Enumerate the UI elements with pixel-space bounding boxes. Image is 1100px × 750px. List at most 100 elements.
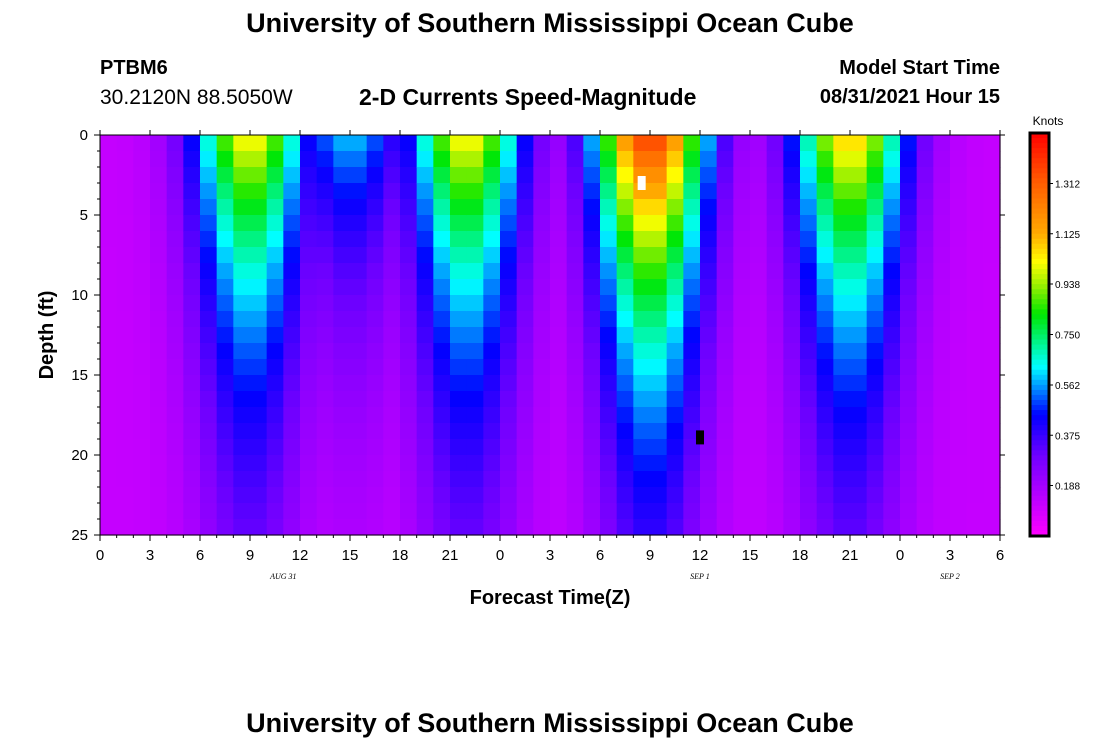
heat-cell — [600, 135, 618, 152]
heat-cell — [600, 167, 618, 184]
heat-cell — [916, 407, 934, 424]
heat-cell — [650, 215, 668, 232]
heat-cell — [316, 151, 334, 168]
heat-cell — [150, 343, 168, 360]
heat-cell — [700, 471, 718, 488]
heat-cell — [933, 279, 951, 296]
heat-cell — [333, 391, 351, 408]
heat-cell — [150, 135, 168, 152]
heat-cell — [450, 407, 468, 424]
heat-cell — [783, 311, 801, 328]
heat-cell — [233, 471, 251, 488]
heat-cell — [633, 167, 651, 184]
colorbar-segment — [1030, 183, 1049, 190]
heat-cell — [150, 279, 168, 296]
heat-cell — [766, 407, 784, 424]
heat-cell — [200, 519, 218, 536]
heat-cell — [650, 471, 668, 488]
heat-cell — [450, 487, 468, 504]
heat-cell — [333, 423, 351, 440]
heat-cell — [233, 439, 251, 456]
heat-cell — [150, 407, 168, 424]
heat-cell — [483, 487, 501, 504]
heat-cell — [883, 135, 901, 152]
x-tick-label: 6 — [196, 547, 204, 564]
colorbar-segment — [1030, 279, 1049, 285]
heat-cell — [900, 183, 918, 200]
heat-cell — [166, 135, 184, 152]
heat-cell — [233, 183, 251, 200]
heat-cell — [416, 215, 434, 232]
heat-cell — [750, 295, 768, 312]
colorbar-segment — [1030, 475, 1049, 482]
heat-cell — [950, 215, 968, 232]
heat-cell — [900, 423, 918, 440]
heat-cell — [833, 327, 851, 344]
heat-cell — [666, 151, 684, 168]
heat-cell — [816, 215, 834, 232]
heat-cell — [733, 183, 751, 200]
heat-cell — [650, 151, 668, 168]
heat-cell — [516, 359, 534, 376]
heat-cell — [750, 247, 768, 264]
heat-cell — [250, 471, 268, 488]
heat-cell — [233, 247, 251, 264]
heat-cell — [550, 503, 568, 520]
heat-cell — [466, 519, 484, 536]
heat-cell — [733, 231, 751, 248]
heat-cell — [183, 487, 201, 504]
heat-cell — [633, 135, 651, 152]
colorbar-segment — [1030, 485, 1049, 492]
heat-cell — [383, 199, 401, 216]
heat-cell — [466, 199, 484, 216]
x-tick-label: 3 — [546, 547, 554, 564]
heat-cell — [783, 455, 801, 472]
heat-cell — [283, 503, 301, 520]
heat-cell — [350, 407, 368, 424]
heat-cell — [550, 199, 568, 216]
heat-cell — [616, 199, 634, 216]
heat-cell — [566, 343, 584, 360]
heat-cell — [466, 151, 484, 168]
heat-cell — [850, 231, 868, 248]
heat-cell — [883, 183, 901, 200]
heat-cell — [583, 503, 601, 520]
heat-cell — [800, 295, 818, 312]
heat-cell — [666, 423, 684, 440]
heat-cell — [266, 327, 284, 344]
heat-cell — [766, 455, 784, 472]
heat-cell — [333, 263, 351, 280]
heat-cell — [666, 439, 684, 456]
heat-cell — [366, 407, 384, 424]
heat-cell — [300, 327, 318, 344]
heat-cell — [483, 279, 501, 296]
heat-cell — [666, 231, 684, 248]
heat-cell — [733, 407, 751, 424]
heat-cell — [533, 247, 551, 264]
heat-cell — [133, 263, 151, 280]
heat-cell — [883, 519, 901, 536]
heat-cell — [600, 407, 618, 424]
heat-cell — [933, 135, 951, 152]
heat-cell — [750, 327, 768, 344]
heat-cell — [166, 199, 184, 216]
heat-cell — [416, 439, 434, 456]
heat-cell — [233, 311, 251, 328]
heat-cell — [366, 343, 384, 360]
heat-cell — [966, 327, 984, 344]
heat-cell — [633, 487, 651, 504]
heat-cell — [683, 487, 701, 504]
heat-cell — [183, 375, 201, 392]
heat-cell — [116, 231, 134, 248]
heat-cell — [266, 519, 284, 536]
heat-cell — [966, 183, 984, 200]
heat-cell — [300, 199, 318, 216]
heat-cell — [183, 471, 201, 488]
heat-cell — [533, 183, 551, 200]
heat-cell — [966, 471, 984, 488]
heat-cell — [366, 215, 384, 232]
heat-cell — [933, 391, 951, 408]
heat-cell — [983, 167, 1001, 184]
heat-cell — [516, 151, 534, 168]
heat-cell — [933, 375, 951, 392]
